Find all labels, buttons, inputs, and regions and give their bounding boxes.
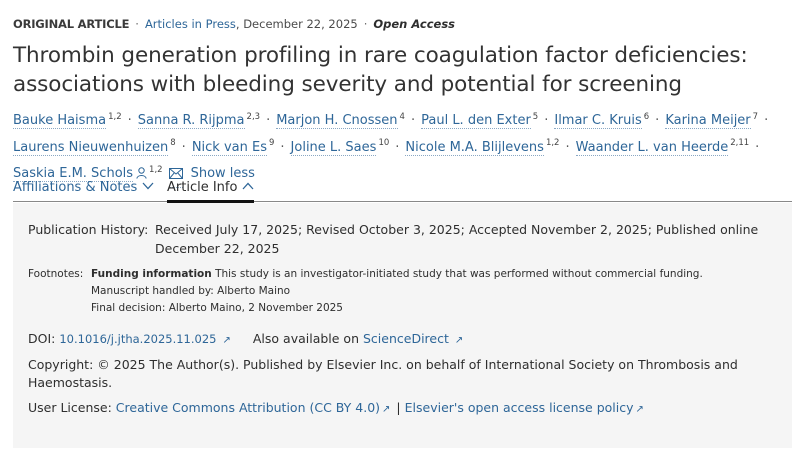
separator: ·: [135, 17, 139, 31]
article-info-panel: Publication History: Received July 17, 2…: [13, 203, 792, 448]
footnotes: Footnotes: Funding information This stud…: [28, 266, 703, 317]
show-less-button[interactable]: Show less: [190, 165, 255, 181]
author-link[interactable]: Sanna R. Rijpma: [137, 113, 245, 130]
author-link[interactable]: Paul L. den Exter: [421, 113, 531, 130]
doi-row: DOI: 10.1016/j.jtha.2025.11.025 ↗ Also ava…: [28, 331, 463, 346]
affiliation-sup: 10: [378, 138, 390, 149]
external-link-icon: ↗: [382, 404, 391, 415]
external-link-icon: ↗: [222, 335, 231, 346]
affiliation-sup: 4: [399, 112, 405, 122]
license-label: User License:: [28, 400, 116, 415]
article-title: Thrombin generation profiling in rare co…: [13, 43, 748, 97]
author-link[interactable]: Saskia E.M. Schols: [13, 165, 134, 182]
publication-date: , December 22, 2025: [235, 17, 358, 31]
footnotes-label: Footnotes:: [28, 268, 84, 280]
user-license-row: User License: Creative Commons Attributi…: [28, 400, 644, 415]
final-decision: Final decision: Alberto Maino, 2 Novembe…: [91, 302, 343, 314]
affiliation-sup: 2,3: [246, 112, 261, 122]
cc-by-license-link[interactable]: Creative Commons Attribution (CC BY 4.0): [115, 400, 381, 415]
separator: ·: [755, 139, 760, 155]
tab-affiliations-notes[interactable]: Affiliations & Notes: [13, 179, 154, 195]
chevron-up-icon: [242, 179, 254, 194]
separator: ·: [655, 113, 660, 129]
also-available-label: Also available on: [252, 331, 363, 346]
separator: ·: [544, 113, 549, 129]
article-meta-line: ORIGINAL ARTICLE · Articles in Press, Dece…: [13, 17, 455, 31]
author-list: Bauke Haisma 1,2 · Sanna R. Rijpma 2,3 · Marjo…: [13, 106, 793, 188]
separator: ·: [410, 113, 416, 129]
funding-text: This study is an investigator-initiated …: [211, 268, 703, 280]
footnotes-content: Funding information This study is an inv…: [91, 266, 703, 317]
affiliation-sup: 1,2: [149, 164, 163, 175]
author-link[interactable]: Waander L. van Heerde: [575, 139, 729, 156]
doi-link[interactable]: 10.1016/j.jtha.2025.11.025: [59, 332, 217, 346]
separator: ·: [363, 17, 368, 31]
affiliation-sup: 1,2: [108, 112, 122, 122]
separator: ·: [764, 113, 769, 129]
author-link[interactable]: Marjon H. Cnossen: [276, 113, 398, 130]
doi-label: DOI:: [28, 331, 60, 346]
affiliation-sup: 5: [532, 112, 539, 122]
author-link[interactable]: Joline L. Saes: [290, 139, 377, 156]
external-link-icon: ↗: [635, 404, 644, 415]
author-link[interactable]: Ilmar C. Kruis: [554, 113, 642, 130]
affiliation-sup: 9: [268, 138, 275, 149]
author-link[interactable]: Nick van Es: [191, 139, 267, 156]
articles-in-press-link[interactable]: Articles in Press: [144, 17, 236, 31]
publication-history: Publication History: Received July 17, 2…: [28, 220, 788, 258]
handled-by: Manuscript handled by: Alberto Maino: [91, 285, 291, 297]
copyright: Copyright: © 2025 The Author(s). Publish…: [28, 357, 738, 390]
person-icon: [136, 165, 147, 187]
separator: ·: [280, 139, 285, 155]
open-access-label: Open Access: [373, 17, 456, 31]
license-policy-link[interactable]: Elsevier's open access license policy: [404, 400, 634, 415]
separator: |: [396, 400, 401, 415]
tab-article-info[interactable]: Article Info: [167, 179, 255, 203]
author-link[interactable]: Karina Meijer: [665, 113, 751, 130]
separator: ·: [565, 139, 570, 155]
separator: ·: [127, 113, 132, 129]
affiliation-sup: 2,11: [730, 138, 750, 149]
author-link[interactable]: Laurens Nieuwenhuizen: [13, 139, 169, 156]
affiliation-sup: 7: [752, 112, 759, 122]
article-tabs: Affiliations & Notes Article Info: [13, 178, 792, 203]
tab-label: Article Info: [167, 180, 238, 195]
separator: ·: [395, 139, 400, 155]
separator: ·: [181, 139, 186, 155]
affiliation-sup: 6: [643, 112, 650, 122]
external-link-icon: ↗: [454, 335, 464, 346]
email-icon[interactable]: [168, 165, 183, 188]
publication-history-label: Publication History:: [28, 222, 149, 237]
funding-label: Funding information: [91, 268, 212, 280]
author-link[interactable]: Bauke Haisma: [13, 113, 107, 130]
publication-history-value: Received July 17, 2025; Revised October …: [155, 222, 759, 256]
tab-label: Affiliations & Notes: [13, 180, 138, 195]
article-type: ORIGINAL ARTICLE: [13, 17, 130, 31]
affiliation-sup: 8: [170, 138, 176, 149]
sciencedirect-link[interactable]: ScienceDirect: [362, 331, 449, 346]
chevron-down-icon: [142, 179, 154, 194]
separator: ·: [266, 113, 271, 129]
author-link[interactable]: Nicole M.A. Blijlevens: [405, 139, 544, 156]
affiliation-sup: 1,2: [545, 138, 560, 149]
